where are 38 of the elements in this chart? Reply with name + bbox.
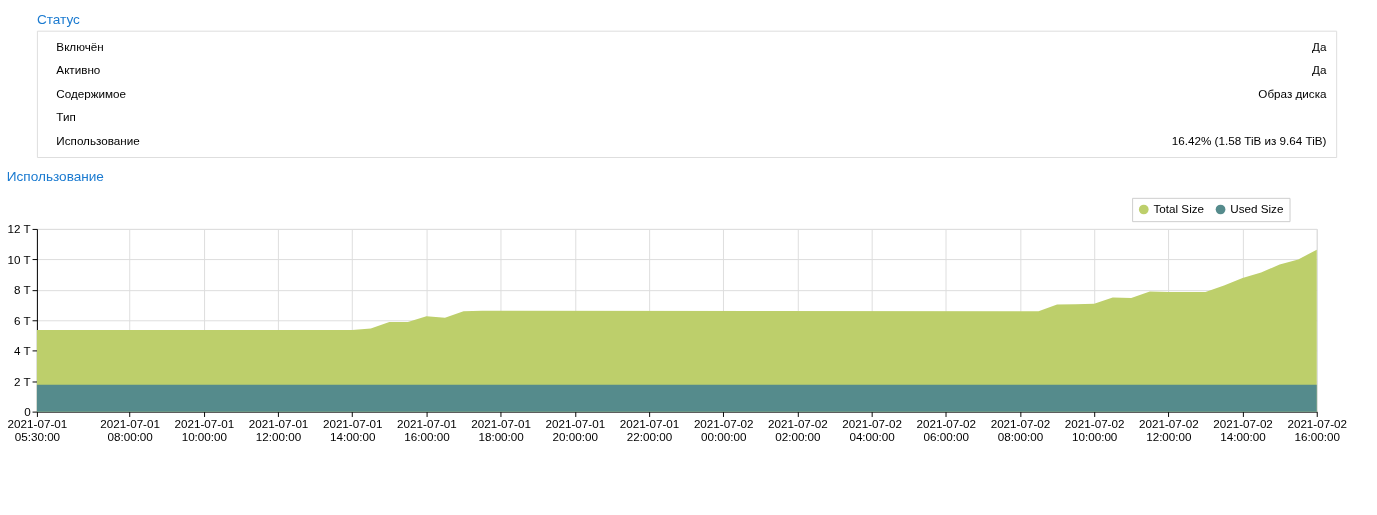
x-tick-label: 2021-07-01 20:00:00: [545, 416, 606, 444]
x-tick-label: 2021-07-02 16:00:00: [1287, 416, 1348, 444]
category-label: Тип: [56, 110, 76, 124]
x-tick-label: 2021-07-01 12:00:00: [248, 416, 309, 444]
x-tick-label: 2021-07-02 14:00:00: [1213, 416, 1273, 444]
legend-label: Total Size: [1153, 202, 1205, 216]
x-tick-label: 2021-07-01 18:00:00: [471, 416, 531, 444]
x-tick-label: 2021-07-02 04:00:00: [842, 416, 902, 444]
x-tick-label: 2021-07-02 06:00:00: [916, 416, 977, 444]
y-tick-label: 6 T: [13, 313, 31, 327]
text: Да: [1312, 63, 1327, 77]
category-label: Активно: [56, 63, 101, 77]
x-tick-label: 2021-07-02 02:00:00: [768, 416, 828, 444]
category-label: Включён: [56, 39, 104, 53]
x-tick-label: 2021-07-02 08:00:00: [990, 416, 1051, 444]
text: 16.42% (1.58 TiB из 9.64 TiB): [1171, 133, 1327, 147]
y-tick-label: 2 T: [13, 374, 31, 388]
x-tick-label: 2021-07-01 08:00:00: [100, 416, 160, 444]
text: Образ диска: [1258, 86, 1327, 100]
y-tick-label: 8 T: [13, 283, 31, 297]
y-tick-label: 4 T: [13, 344, 31, 358]
x-tick-label: 2021-07-01 16:00:00: [397, 416, 457, 444]
x-tick-label: 2021-07-02 10:00:00: [1064, 416, 1125, 444]
text: Статус: [36, 11, 81, 27]
y-tick-label: 12 T: [7, 222, 31, 236]
y-tick-label: 0: [24, 405, 32, 419]
x-tick-label: 2021-07-01 22:00:00: [619, 416, 680, 444]
category-label: Использование: [56, 133, 140, 147]
x-tick-label: 2021-07-01 05:30:00: [7, 416, 68, 444]
x-tick-label: 2021-07-02 12:00:00: [1139, 416, 1199, 444]
chart-title: Использование: [6, 168, 104, 184]
category-label: Содержимое: [56, 86, 127, 100]
text: Да: [1312, 39, 1327, 53]
legend-label: Used Size: [1230, 202, 1284, 216]
x-tick-label: 2021-07-02 00:00:00: [693, 416, 754, 444]
y-tick-label: 10 T: [7, 252, 31, 266]
x-tick-label: 2021-07-01 10:00:00: [174, 416, 235, 444]
x-tick-label: 2021-07-01 14:00:00: [322, 416, 383, 444]
